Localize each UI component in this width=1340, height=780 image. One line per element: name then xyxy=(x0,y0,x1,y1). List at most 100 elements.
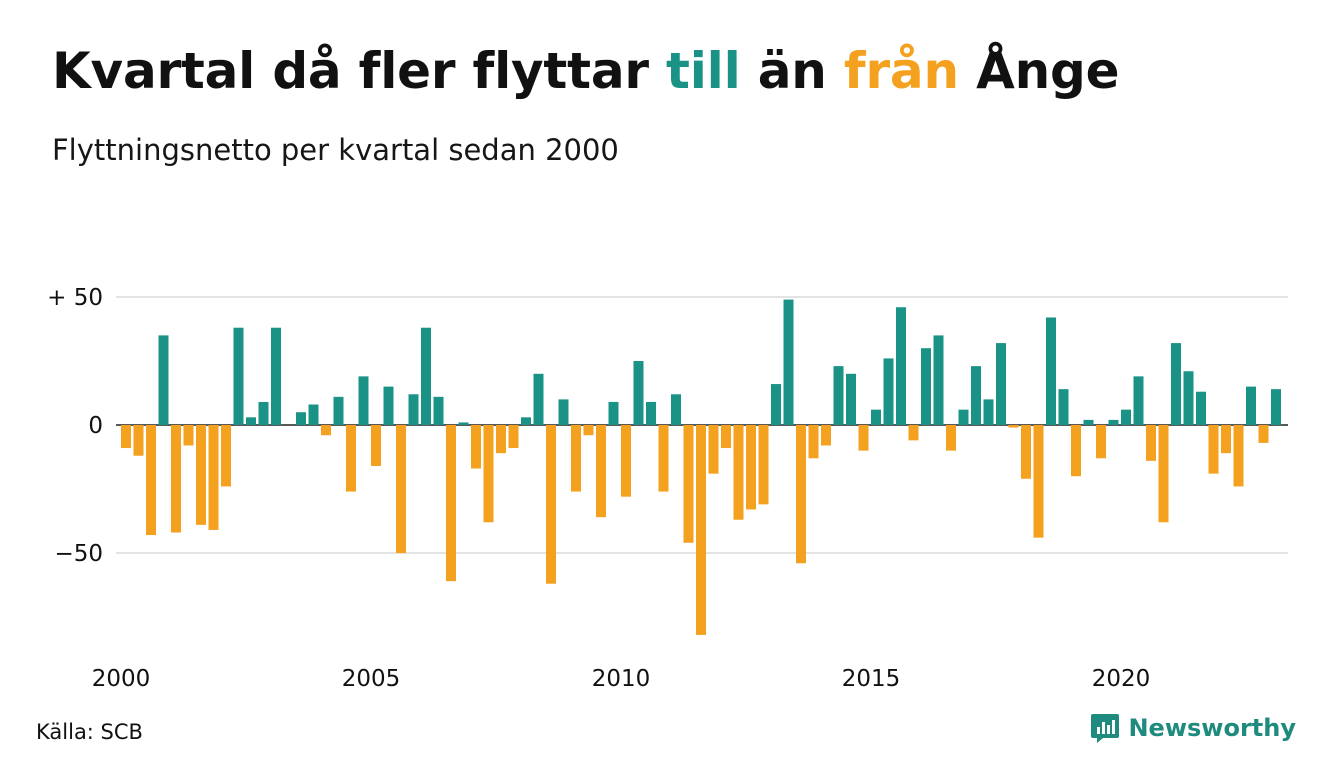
x-tick-label: 2000 xyxy=(92,666,151,692)
bar xyxy=(1171,343,1181,425)
bar xyxy=(558,399,569,425)
bar xyxy=(758,425,769,505)
bar xyxy=(521,417,531,425)
bar xyxy=(583,425,594,436)
bars xyxy=(121,299,1281,635)
bar xyxy=(121,425,131,449)
bar xyxy=(871,409,881,425)
bar xyxy=(1271,389,1281,425)
bar xyxy=(1108,419,1119,425)
bar-chart: + 50 0 −50 2000 2005 2010 2015 2020 xyxy=(47,285,1288,692)
bar xyxy=(546,425,556,584)
bar xyxy=(683,425,694,543)
bar xyxy=(733,425,744,520)
title-word-fran: från xyxy=(843,42,959,100)
bar xyxy=(533,373,544,425)
bar xyxy=(146,425,156,536)
bar xyxy=(771,384,781,425)
title-word-till: till xyxy=(666,42,741,100)
y-tick-label: −50 xyxy=(54,541,103,567)
bar xyxy=(983,399,994,425)
title-part-3: Ånge xyxy=(958,42,1120,100)
bar xyxy=(796,425,806,564)
newsworthy-logo-icon xyxy=(1091,714,1120,743)
bar xyxy=(308,404,319,425)
title-part-2: än xyxy=(740,42,844,100)
bar xyxy=(608,401,619,425)
bar xyxy=(821,425,831,446)
chart-subtitle: Flyttningsnetto per kvartal sedan 2000 xyxy=(52,133,619,167)
bar xyxy=(1246,386,1256,425)
bar xyxy=(846,373,856,425)
bar xyxy=(1158,425,1169,523)
bar xyxy=(971,366,981,425)
bar xyxy=(1058,389,1069,425)
bar xyxy=(508,425,519,449)
bar xyxy=(896,307,906,425)
bar xyxy=(371,425,381,466)
bar xyxy=(446,425,456,582)
bar xyxy=(396,425,406,553)
brand-name: Newsworthy xyxy=(1128,714,1296,742)
bar xyxy=(383,386,394,425)
bar xyxy=(421,327,431,425)
bar xyxy=(296,412,306,425)
bar xyxy=(633,361,644,425)
bar xyxy=(433,396,444,425)
bar xyxy=(958,409,969,425)
bar xyxy=(996,343,1006,425)
bar xyxy=(458,422,469,425)
bar xyxy=(408,394,419,425)
y-tick-label: + 50 xyxy=(47,285,103,311)
x-tick-label: 2020 xyxy=(1092,666,1151,692)
bar xyxy=(571,425,581,492)
bar xyxy=(596,425,606,518)
chart-title: Kvartal då fler flyttar till än från Ång… xyxy=(52,42,1119,100)
brand: Newsworthy xyxy=(1090,712,1296,744)
bar xyxy=(1096,425,1106,459)
bar xyxy=(696,425,706,635)
bar xyxy=(496,425,506,454)
title-part-1: Kvartal då fler flyttar xyxy=(52,42,667,100)
y-tick-label: 0 xyxy=(88,413,103,439)
source-note: Källa: SCB xyxy=(36,720,143,744)
bar xyxy=(133,425,144,456)
bar xyxy=(858,425,869,451)
bar xyxy=(1133,376,1144,425)
bar xyxy=(1258,425,1269,443)
bar xyxy=(1121,409,1131,425)
bar xyxy=(483,425,494,523)
bar xyxy=(1083,419,1094,425)
x-tick-label: 2015 xyxy=(842,666,901,692)
bar xyxy=(1046,317,1056,425)
bar xyxy=(346,425,356,492)
bar xyxy=(183,425,194,446)
bar xyxy=(746,425,756,510)
bar xyxy=(208,425,219,530)
bar xyxy=(883,358,894,425)
bar xyxy=(1183,371,1194,425)
bar xyxy=(708,425,719,474)
bar xyxy=(471,425,481,469)
bar xyxy=(1208,425,1219,474)
bar xyxy=(246,417,256,425)
bar xyxy=(933,335,944,425)
bar xyxy=(1196,391,1206,425)
x-axis: 2000 2005 2010 2015 2020 xyxy=(92,666,1151,692)
bar xyxy=(721,425,731,449)
bar xyxy=(1233,425,1244,487)
x-tick-label: 2010 xyxy=(592,666,651,692)
bar xyxy=(783,299,794,425)
bar xyxy=(1221,425,1231,454)
bar xyxy=(833,366,844,425)
bar xyxy=(808,425,819,459)
x-tick-label: 2005 xyxy=(342,666,401,692)
bar xyxy=(671,394,681,425)
bar xyxy=(321,425,331,436)
bar xyxy=(271,327,281,425)
bar xyxy=(921,348,931,425)
bar xyxy=(908,425,919,441)
bar xyxy=(233,327,244,425)
bar xyxy=(646,401,656,425)
bar xyxy=(333,396,344,425)
